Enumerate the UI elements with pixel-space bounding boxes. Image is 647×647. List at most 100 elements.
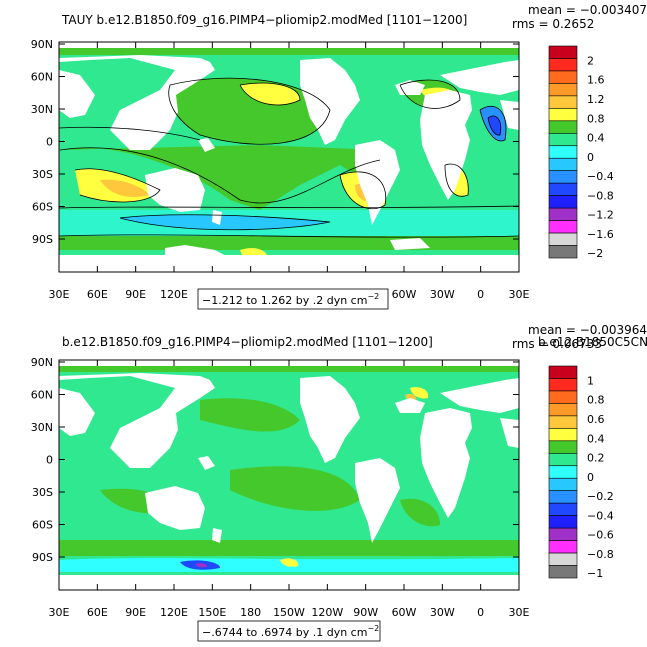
lat-label: 60S [32, 201, 53, 214]
colorbar-label: 0 [587, 151, 594, 164]
lon-label: 0 [477, 606, 484, 619]
panel-2-range-box [197, 620, 381, 642]
colorbar-label: 0.2 [587, 452, 605, 465]
colorbar-label: 0.4 [587, 432, 605, 445]
lat-label: 60N [31, 71, 53, 84]
colorbar-swatch [548, 145, 578, 159]
colorbar-swatch [548, 403, 578, 417]
lon-label: 60E [87, 606, 108, 619]
panel-1-colorbar: 2 1.6 1.2 0.8 0.4 0 −0.4 −0.8 −1.2 −1.6 −2 [548, 45, 614, 260]
colorbar-label: −0.4 [587, 509, 614, 522]
colorbar-label: 0.8 [587, 394, 605, 407]
colorbar-swatch [548, 565, 578, 579]
colorbar-swatch [548, 390, 578, 404]
colorbar-label: 0.6 [587, 413, 605, 426]
lon-label: 120E [160, 606, 188, 619]
lon-label: 150E [198, 606, 226, 619]
lon-label: 30E [49, 288, 70, 301]
colorbar-swatch [548, 452, 578, 467]
panel-1: TAUY b.e12.B1850.f09_g16.PIMP4−pliomip2.… [31, 3, 647, 310]
colorbar-swatch [548, 428, 578, 442]
colorbar-swatch [548, 207, 578, 221]
colorbar-label: −0.8 [587, 548, 614, 561]
colorbar-label: −1.6 [587, 228, 614, 241]
lon-label: 30E [509, 606, 530, 619]
colorbar-swatch [548, 95, 578, 109]
lat-label: 90N [31, 38, 53, 51]
lon-label: 60W [392, 288, 417, 301]
colorbar-swatch [548, 220, 578, 234]
panel-1-range-box [197, 288, 389, 310]
panel-2-range-note: −.6744 to .6974 by .1 dyn cm−2 [202, 624, 379, 639]
lon-label: 120W [311, 606, 343, 619]
lon-label: 180 [240, 606, 261, 619]
colorbar-swatch [548, 527, 578, 541]
colorbar-swatch [548, 465, 578, 479]
colorbar-swatch [548, 552, 578, 566]
lon-label: 60E [87, 288, 108, 301]
colorbar-swatch [548, 515, 578, 529]
panel-2-colorbar: 1 0.8 0.6 0.4 0.2 0 −0.2 −0.4 −0.6 −0.8 −1 [548, 365, 614, 580]
lat-label: 30S [32, 486, 53, 499]
colorbar-swatch [548, 440, 578, 454]
colorbar-swatch [548, 132, 578, 147]
panel-2-lat-axis: 90N 60N 30N 0 30S 60S 90S [31, 356, 519, 564]
lat-label: 30S [32, 168, 53, 181]
lon-label: 90E [125, 606, 146, 619]
lon-label: 0 [477, 288, 484, 301]
lat-label: 30N [31, 103, 53, 116]
lat-label: 0 [46, 454, 53, 467]
panel-2-title-overlap: b.e12.B1850C5CN. [538, 335, 647, 349]
colorbar-swatch [548, 108, 578, 122]
lon-label: 30W [430, 288, 455, 301]
colorbar-label: 1 [587, 374, 594, 387]
panel-2: b.e12.B1850.f09_g16.PIMP4−pliomip2.modMe… [31, 323, 647, 642]
panel-2-title: b.e12.B1850.f09_g16.PIMP4−pliomip2.modMe… [62, 335, 433, 349]
lat-label: 30N [31, 421, 53, 434]
lon-label: 150W [273, 606, 305, 619]
lon-label: 90W [353, 606, 378, 619]
colorbar-swatch [548, 70, 578, 84]
panel-1-lat-axis: 90N 60N 30N 0 30S 60S 90S [31, 38, 519, 246]
colorbar-swatch [548, 157, 578, 172]
lon-label: 90E [125, 288, 146, 301]
colorbar-swatch [548, 170, 578, 184]
colorbar-label: −0.2 [587, 490, 614, 503]
lon-label: 30E [509, 288, 530, 301]
colorbar-swatch [548, 415, 578, 429]
lat-label: 90S [32, 551, 53, 564]
colorbar-label: −0.4 [587, 170, 614, 183]
colorbar-swatch [548, 58, 578, 72]
colorbar-swatch [548, 365, 578, 379]
colorbar-label: 0.8 [587, 112, 605, 125]
lon-label: 30E [49, 606, 70, 619]
lat-label: 90S [32, 233, 53, 246]
colorbar-swatch [548, 378, 578, 392]
lat-label: 60N [31, 389, 53, 402]
panel-1-map [59, 42, 519, 272]
lat-label: 60S [32, 519, 53, 532]
panel-1-range-note: −1.212 to 1.262 by .2 dyn cm−2 [202, 292, 379, 307]
panel-1-mean: mean = −0.003407 [528, 3, 647, 17]
panel-1-rms: rms = 0.2652 [512, 17, 594, 31]
colorbar-label: 1.6 [587, 74, 605, 87]
colorbar-label: 2 [587, 54, 594, 67]
panel-1-title: TAUY b.e12.B1850.f09_g16.PIMP4−pliomip2.… [61, 13, 467, 27]
colorbar-label: 0 [587, 471, 594, 484]
colorbar-label: −0.6 [587, 529, 614, 542]
colorbar-label: 1.2 [587, 93, 605, 106]
colorbar-swatch [548, 490, 578, 504]
lat-label: 0 [46, 136, 53, 149]
colorbar-swatch [548, 245, 578, 259]
colorbar-swatch [548, 232, 578, 246]
colorbar-swatch [548, 540, 578, 554]
colorbar-swatch [548, 195, 578, 209]
colorbar-label: −0.8 [587, 189, 614, 202]
panel-2-mean: mean = −0.003964 [528, 323, 647, 337]
colorbar-swatch [548, 45, 578, 59]
colorbar-label: −1 [587, 567, 603, 580]
panel-2-rms: rms = 0.06733 [512, 337, 602, 351]
colorbar-swatch [548, 120, 578, 134]
panel-2-lon-axis: 30E 60E 90E 120E 150E 180 150W 120W 90W 60W 30W 0 30… [49, 360, 530, 619]
